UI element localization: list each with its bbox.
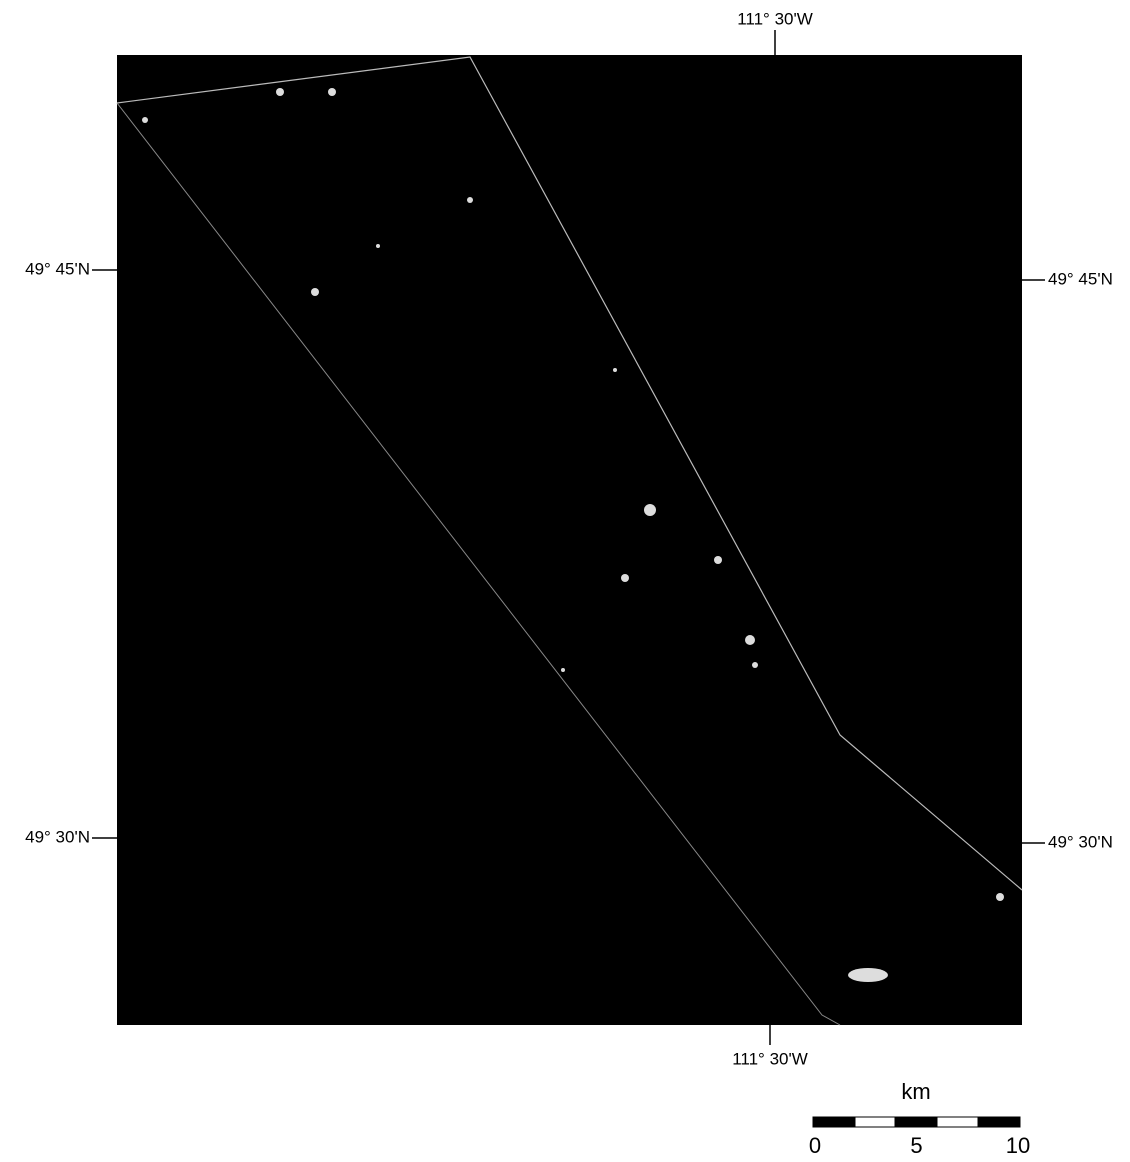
latitude-label: 49° 45'N	[25, 259, 90, 278]
scale-tick-label: 10	[1006, 1133, 1030, 1158]
scale-tick-label: 5	[910, 1133, 922, 1158]
latitude-label: 49° 30'N	[25, 827, 90, 846]
longitude-label: 111° 30'W	[732, 1049, 808, 1068]
scale-unit: km	[901, 1079, 930, 1104]
scale-tick-label: 0	[809, 1133, 821, 1158]
scale-bar	[813, 1117, 1020, 1127]
latitude-label: 49° 45'N	[1048, 269, 1113, 288]
latitude-label: 49° 30'N	[1048, 832, 1113, 851]
image-frame	[117, 55, 1022, 1025]
longitude-label: 111° 30'W	[737, 9, 813, 28]
map-figure: 111° 30'W 111° 30'W 49° 45'N 49° 30'N 49…	[0, 0, 1130, 1162]
